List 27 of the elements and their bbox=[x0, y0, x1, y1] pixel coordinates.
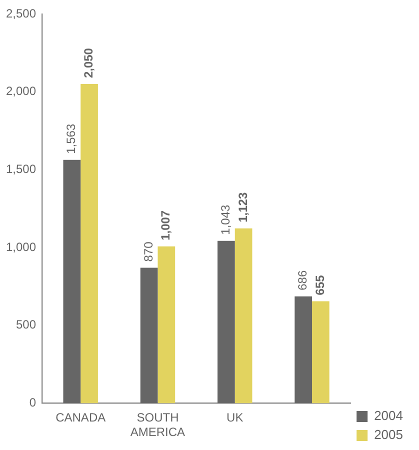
bar bbox=[218, 240, 235, 404]
bar bbox=[80, 84, 98, 404]
y-tick-label: 0 bbox=[29, 396, 36, 410]
legend-label: 2005 bbox=[374, 427, 403, 442]
data-label: 655 bbox=[313, 274, 327, 296]
y-tick-label: 2,500 bbox=[6, 6, 36, 20]
bar bbox=[312, 301, 330, 404]
bar bbox=[63, 160, 81, 404]
y-tick-label: 2,000 bbox=[6, 84, 36, 98]
data-label: 1,563 bbox=[64, 124, 78, 154]
data-label: 2,050 bbox=[82, 48, 96, 78]
x-tick-label: SOUTH AMERICA bbox=[130, 410, 186, 440]
data-label: 1,007 bbox=[158, 210, 173, 240]
bar bbox=[158, 246, 176, 404]
y-tick-label: 500 bbox=[16, 318, 36, 332]
data-label: 1,043 bbox=[218, 204, 233, 235]
data-label: 870 bbox=[141, 241, 156, 262]
x-tick-label: UK bbox=[226, 410, 244, 425]
legend-label: 2004 bbox=[374, 408, 403, 424]
bar bbox=[294, 296, 312, 404]
data-label: 686 bbox=[296, 270, 310, 290]
bar bbox=[140, 268, 158, 404]
y-tick-label: 1,500 bbox=[6, 162, 36, 176]
y-tick-label: 1,000 bbox=[6, 240, 36, 254]
data-label: 1,123 bbox=[236, 192, 250, 222]
bar bbox=[234, 228, 252, 404]
x-tick-label: CANADA bbox=[56, 410, 106, 425]
